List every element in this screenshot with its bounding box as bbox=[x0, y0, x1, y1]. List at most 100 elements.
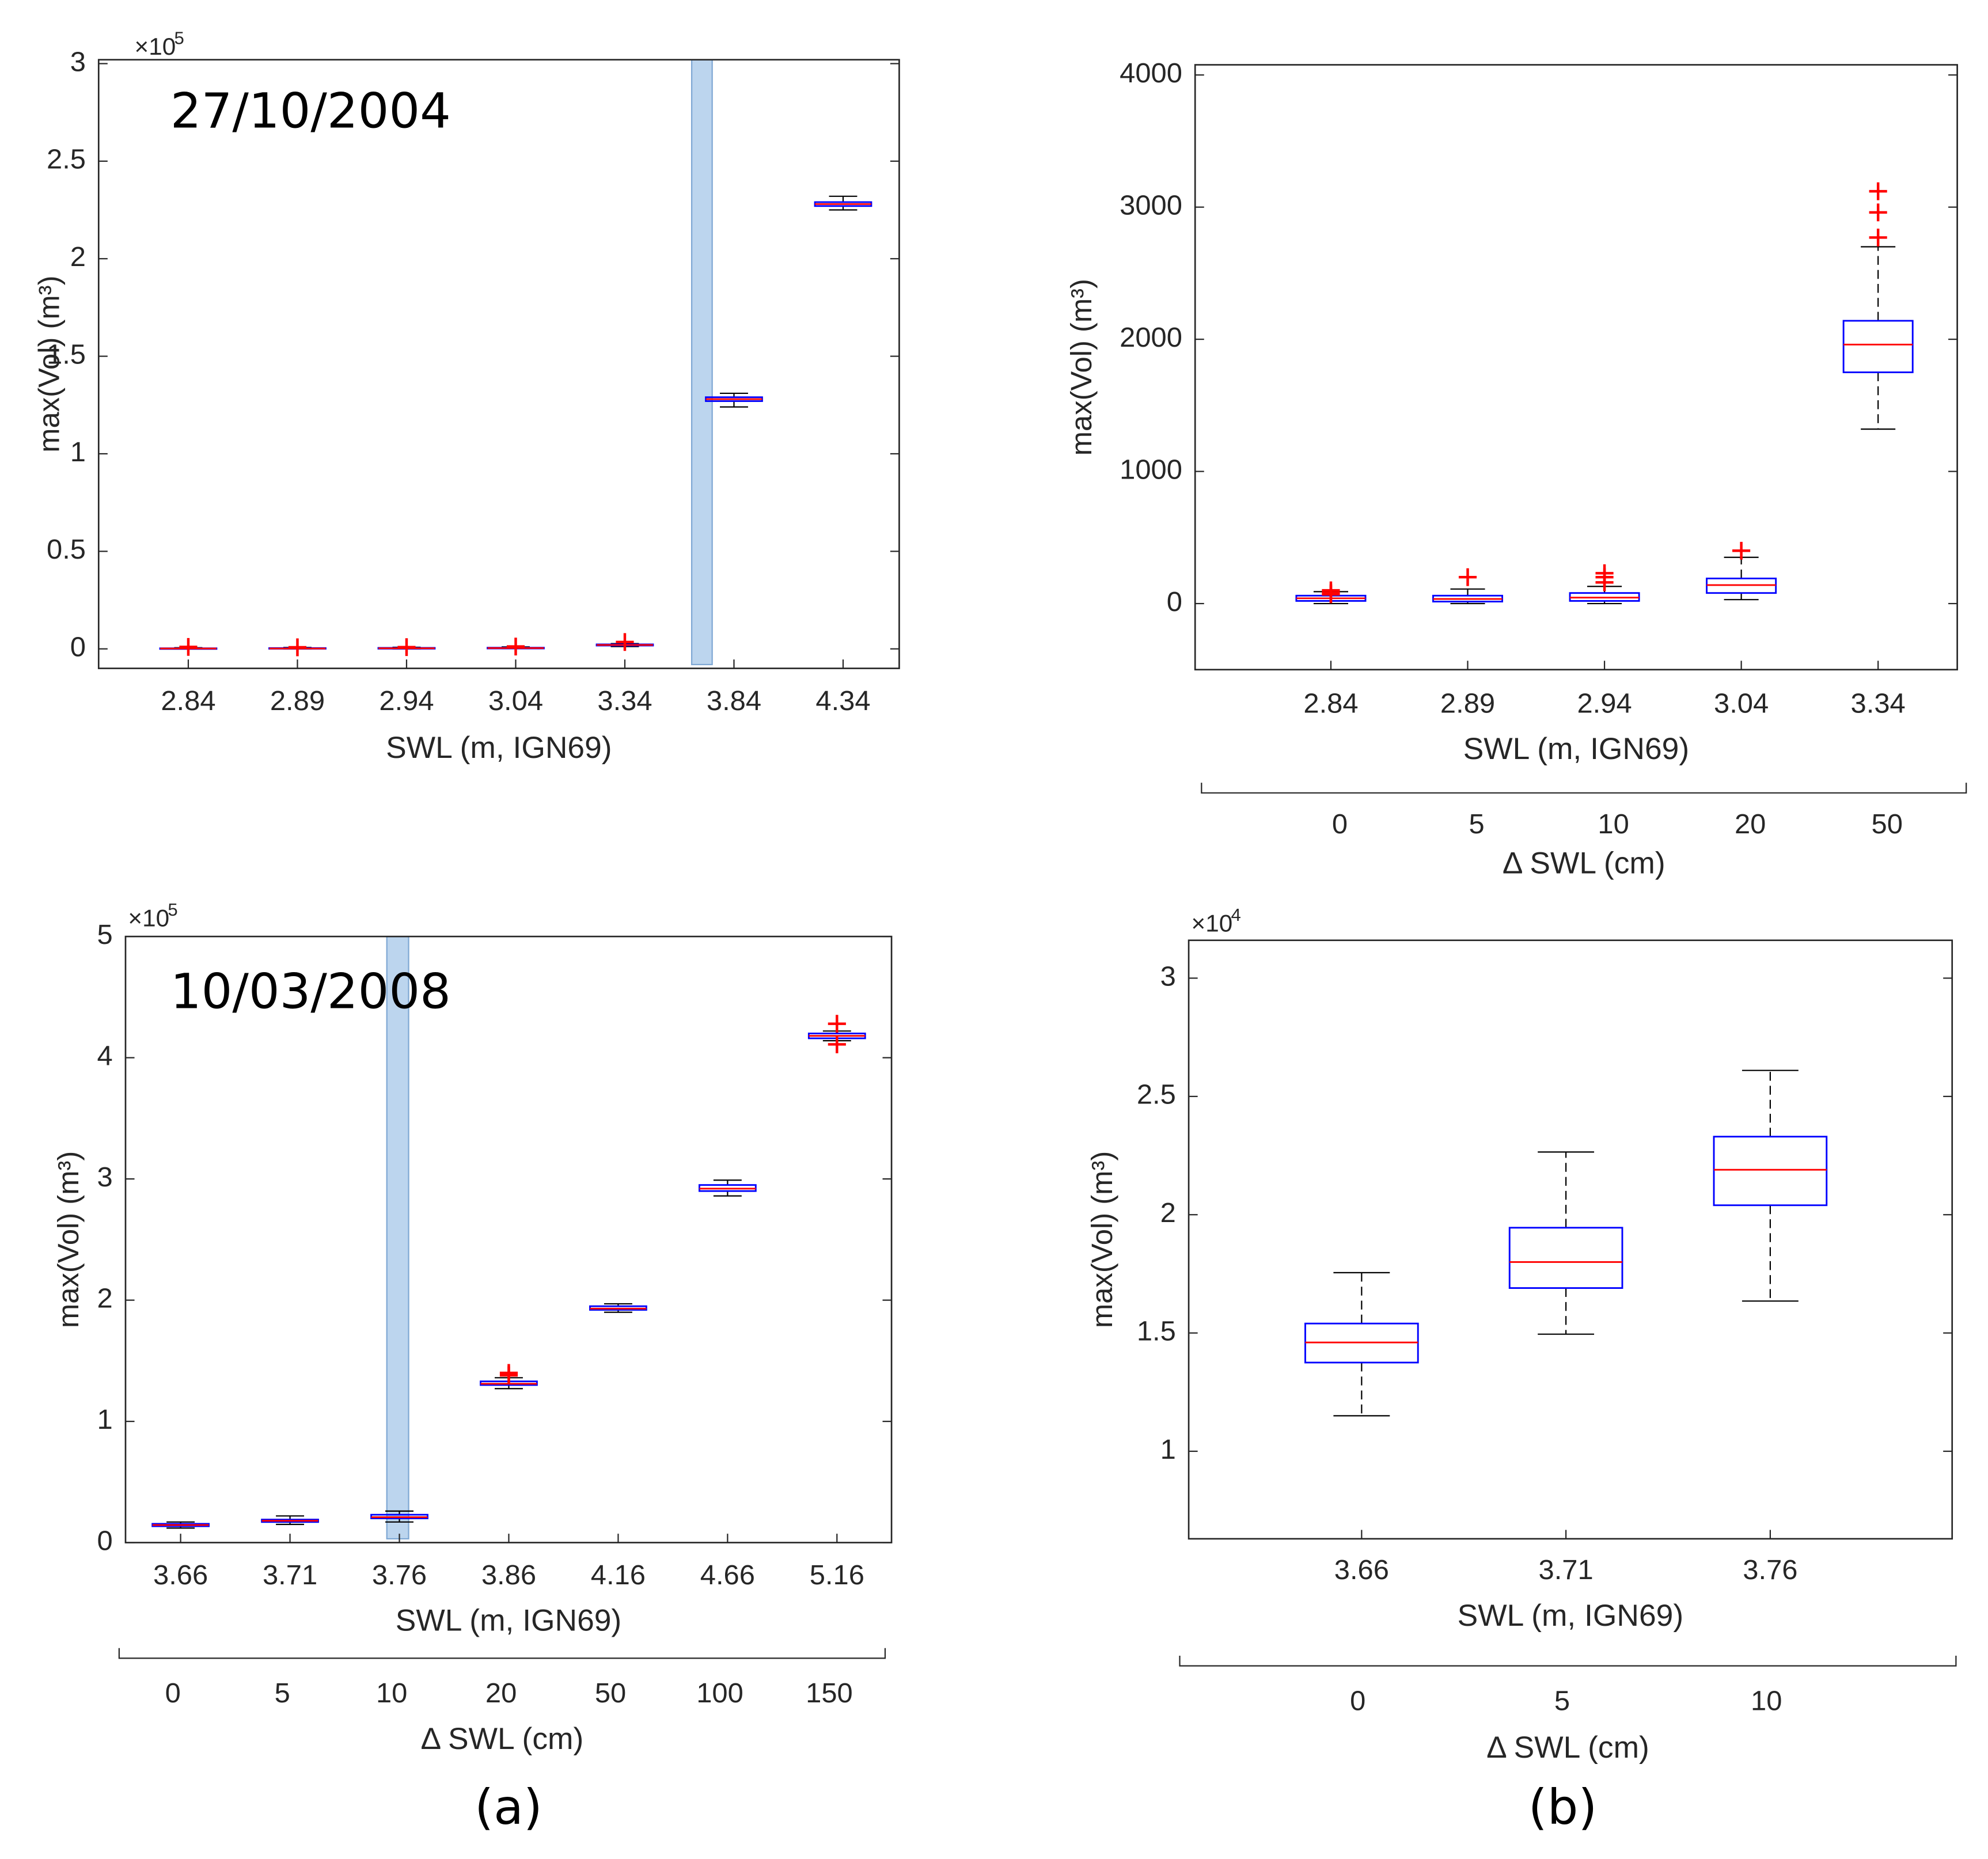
outlier bbox=[828, 1035, 846, 1053]
y-multiplier: ×10 bbox=[1192, 910, 1233, 937]
y-tick-label: 5 bbox=[97, 919, 113, 950]
x-tick-label: 2.84 bbox=[1303, 688, 1358, 719]
y-multiplier-power: 5 bbox=[168, 900, 177, 920]
secondary-axis-label: Δ SWL (cm) bbox=[1503, 847, 1665, 881]
y-tick-label: 1 bbox=[97, 1404, 113, 1435]
y-tick-label: 2 bbox=[1160, 1197, 1176, 1228]
y-tick-label: 1 bbox=[70, 437, 86, 468]
box bbox=[1508, 1227, 1623, 1289]
x-tick-label: 2.89 bbox=[1440, 688, 1495, 719]
x-tick-label: 4.66 bbox=[700, 1560, 755, 1591]
secondary-tick-label: 5 bbox=[1469, 809, 1484, 840]
x-tick-label: 4.34 bbox=[815, 685, 870, 716]
outlier bbox=[506, 638, 525, 656]
y-axis-label: max(Vol) (m³) bbox=[1065, 279, 1098, 456]
y-tick-label: 2.5 bbox=[1137, 1079, 1176, 1110]
y-tick-label: 1.5 bbox=[1137, 1316, 1176, 1347]
secondary-tick-label: 0 bbox=[165, 1678, 181, 1709]
secondary-tick-label: 0 bbox=[1350, 1686, 1365, 1717]
panel-label: (a) bbox=[475, 1779, 542, 1835]
y-tick-label: 2 bbox=[70, 241, 86, 272]
secondary-axis-label: Δ SWL (cm) bbox=[421, 1722, 584, 1756]
plot-area bbox=[1188, 939, 1953, 1540]
outlier bbox=[1869, 203, 1887, 222]
x-tick-label: 3.66 bbox=[1334, 1554, 1389, 1585]
secondary-tick-label: 20 bbox=[485, 1678, 517, 1709]
y-multiplier-power: 5 bbox=[174, 28, 184, 48]
y-tick-label: 2.5 bbox=[47, 144, 86, 175]
y-tick-label: 0.5 bbox=[47, 534, 86, 565]
x-tick-label: 3.76 bbox=[1743, 1554, 1797, 1585]
y-tick-label: 3 bbox=[70, 46, 86, 77]
y-tick-label: 0 bbox=[70, 632, 86, 663]
y-multiplier: ×10 bbox=[135, 33, 176, 60]
outlier bbox=[397, 638, 416, 657]
y-tick-label: 1.5 bbox=[47, 339, 86, 370]
x-axis-label: SWL (m, IGN69) bbox=[1463, 732, 1689, 766]
highlight-band bbox=[691, 59, 713, 666]
highlight-band bbox=[386, 936, 409, 1540]
y-axis-label: max(Vol) (m³) bbox=[52, 1151, 85, 1328]
x-tick-label: 2.94 bbox=[1577, 688, 1632, 719]
y-tick-label: 2000 bbox=[1120, 322, 1182, 353]
box bbox=[1713, 1136, 1828, 1207]
x-axis-label: SWL (m, IGN69) bbox=[386, 731, 612, 765]
secondary-axis bbox=[1179, 1655, 1957, 1667]
outlier bbox=[499, 1364, 518, 1382]
box bbox=[1842, 320, 1914, 373]
x-tick-label: 3.04 bbox=[1714, 688, 1769, 719]
y-tick-label: 4 bbox=[97, 1041, 113, 1072]
secondary-tick-label: 5 bbox=[275, 1678, 290, 1709]
secondary-tick-label: 10 bbox=[376, 1678, 407, 1709]
outlier bbox=[1322, 581, 1340, 600]
y-tick-label: 3000 bbox=[1120, 190, 1182, 221]
x-tick-label: 3.04 bbox=[488, 685, 543, 716]
y-tick-label: 1000 bbox=[1120, 454, 1182, 485]
plot-area bbox=[97, 59, 900, 669]
secondary-tick-label: 50 bbox=[595, 1678, 626, 1709]
secondary-axis bbox=[1201, 783, 1967, 794]
x-tick-label: 3.34 bbox=[1851, 688, 1906, 719]
y-multiplier: ×10 bbox=[128, 905, 169, 932]
outlier bbox=[828, 1015, 846, 1033]
outlier bbox=[1732, 541, 1751, 560]
secondary-tick-label: 5 bbox=[1554, 1686, 1570, 1717]
secondary-tick-label: 50 bbox=[1872, 809, 1903, 840]
secondary-tick-label: 0 bbox=[1332, 809, 1348, 840]
y-multiplier-power: 4 bbox=[1231, 905, 1240, 925]
outlier bbox=[1458, 568, 1477, 586]
y-axis-label: max(Vol) (m³) bbox=[1086, 1151, 1118, 1328]
x-tick-label: 3.34 bbox=[597, 685, 652, 716]
secondary-tick-label: 150 bbox=[806, 1678, 853, 1709]
x-axis-label: SWL (m, IGN69) bbox=[1458, 1599, 1683, 1633]
x-axis-label: SWL (m, IGN69) bbox=[396, 1604, 621, 1638]
x-tick-label: 3.66 bbox=[153, 1560, 208, 1591]
y-tick-label: 2 bbox=[97, 1283, 113, 1314]
x-tick-label: 3.86 bbox=[481, 1560, 536, 1591]
x-tick-label: 4.16 bbox=[591, 1560, 646, 1591]
y-tick-label: 0 bbox=[97, 1526, 113, 1557]
x-tick-label: 2.89 bbox=[270, 685, 325, 716]
secondary-axis bbox=[118, 1648, 886, 1659]
outlier bbox=[616, 633, 634, 651]
x-tick-label: 3.76 bbox=[372, 1560, 427, 1591]
x-tick-label: 2.84 bbox=[161, 685, 215, 716]
secondary-tick-label: 10 bbox=[1751, 1686, 1782, 1717]
x-tick-label: 5.16 bbox=[810, 1560, 864, 1591]
secondary-tick-label: 20 bbox=[1735, 809, 1766, 840]
outlier bbox=[1869, 228, 1887, 246]
y-axis-label: max(Vol) (m³) bbox=[32, 276, 65, 453]
outlier bbox=[179, 638, 198, 656]
x-tick-label: 3.71 bbox=[263, 1560, 317, 1591]
x-tick-label: 3.84 bbox=[707, 685, 761, 716]
annotation: 27/10/2004 bbox=[170, 83, 451, 139]
x-tick-label: 3.71 bbox=[1539, 1554, 1594, 1585]
y-tick-label: 3 bbox=[97, 1162, 113, 1193]
y-tick-label: 0 bbox=[1167, 586, 1182, 617]
secondary-axis-label: Δ SWL (cm) bbox=[1486, 1731, 1649, 1765]
annotation: 10/03/2008 bbox=[170, 963, 451, 1020]
outlier bbox=[1595, 564, 1614, 582]
plot-area bbox=[1194, 64, 1958, 671]
